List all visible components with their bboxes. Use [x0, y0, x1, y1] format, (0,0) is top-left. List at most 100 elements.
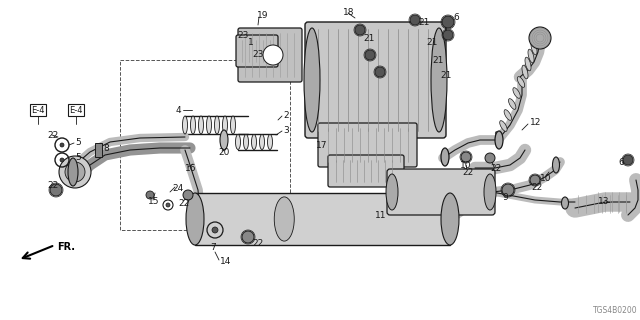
- FancyBboxPatch shape: [318, 123, 417, 167]
- Text: 11: 11: [375, 211, 387, 220]
- Text: 8: 8: [103, 143, 109, 153]
- Text: 22: 22: [531, 182, 542, 191]
- Text: 14: 14: [220, 258, 232, 267]
- Circle shape: [59, 156, 91, 188]
- Text: 21: 21: [440, 70, 451, 79]
- Ellipse shape: [268, 134, 273, 149]
- Circle shape: [50, 184, 62, 196]
- Circle shape: [461, 152, 471, 162]
- Text: 18: 18: [343, 7, 355, 17]
- Ellipse shape: [517, 77, 525, 87]
- Ellipse shape: [68, 158, 78, 186]
- Ellipse shape: [509, 99, 516, 109]
- Text: 7: 7: [210, 244, 216, 252]
- Ellipse shape: [191, 116, 195, 134]
- Ellipse shape: [431, 28, 447, 132]
- Text: 22: 22: [47, 180, 58, 189]
- Text: 6: 6: [618, 157, 624, 166]
- Text: 22: 22: [490, 164, 501, 172]
- Circle shape: [60, 158, 64, 162]
- Text: 5: 5: [75, 153, 81, 162]
- Ellipse shape: [186, 193, 204, 245]
- Text: 4: 4: [176, 106, 182, 115]
- Ellipse shape: [441, 193, 459, 245]
- FancyBboxPatch shape: [236, 35, 278, 67]
- Circle shape: [485, 153, 495, 163]
- Ellipse shape: [561, 197, 568, 209]
- Ellipse shape: [552, 157, 559, 173]
- Text: 6: 6: [453, 12, 459, 21]
- Text: 21: 21: [432, 55, 444, 65]
- FancyBboxPatch shape: [387, 169, 495, 215]
- Text: 24: 24: [172, 183, 183, 193]
- Text: 9: 9: [502, 193, 508, 202]
- Text: 19: 19: [257, 11, 269, 20]
- Text: 23: 23: [252, 50, 264, 59]
- FancyBboxPatch shape: [238, 28, 302, 82]
- Text: 15: 15: [148, 197, 159, 206]
- Circle shape: [442, 16, 454, 28]
- Circle shape: [375, 67, 385, 77]
- Text: 10: 10: [540, 173, 552, 182]
- Ellipse shape: [304, 28, 320, 132]
- Ellipse shape: [531, 41, 537, 55]
- Circle shape: [502, 184, 514, 196]
- Ellipse shape: [495, 131, 503, 149]
- Text: FR.: FR.: [57, 242, 75, 252]
- Text: 10: 10: [460, 161, 472, 170]
- Circle shape: [166, 203, 170, 207]
- Text: 3: 3: [283, 125, 289, 134]
- Ellipse shape: [214, 116, 220, 134]
- Circle shape: [146, 191, 154, 199]
- FancyBboxPatch shape: [305, 22, 446, 138]
- Ellipse shape: [243, 134, 248, 149]
- Text: 22: 22: [252, 239, 263, 249]
- Ellipse shape: [230, 116, 236, 134]
- Circle shape: [365, 50, 375, 60]
- Bar: [195, 193, 450, 245]
- Ellipse shape: [529, 27, 551, 49]
- Ellipse shape: [223, 116, 227, 134]
- Bar: [95, 143, 102, 157]
- Ellipse shape: [504, 110, 511, 120]
- Text: 20: 20: [218, 148, 229, 156]
- Circle shape: [60, 143, 64, 147]
- Text: 2: 2: [283, 110, 289, 119]
- Ellipse shape: [528, 49, 534, 63]
- Ellipse shape: [236, 134, 241, 149]
- Circle shape: [263, 45, 283, 65]
- Ellipse shape: [495, 132, 502, 142]
- Text: 1: 1: [248, 37, 253, 46]
- Ellipse shape: [259, 134, 264, 149]
- Circle shape: [183, 190, 193, 200]
- Ellipse shape: [386, 174, 398, 210]
- Ellipse shape: [275, 197, 294, 241]
- Text: TGS4B0200: TGS4B0200: [593, 306, 638, 315]
- Text: 12: 12: [530, 117, 541, 126]
- Circle shape: [623, 155, 633, 165]
- Text: 22: 22: [462, 167, 473, 177]
- Text: 23: 23: [237, 30, 248, 39]
- Text: 22: 22: [47, 131, 58, 140]
- Ellipse shape: [522, 65, 528, 79]
- Text: 21: 21: [363, 34, 374, 43]
- Ellipse shape: [513, 88, 520, 98]
- Ellipse shape: [252, 134, 257, 149]
- Ellipse shape: [500, 121, 507, 131]
- Text: 21: 21: [418, 18, 429, 27]
- Text: 13: 13: [598, 197, 609, 206]
- Circle shape: [65, 162, 85, 182]
- Circle shape: [410, 15, 420, 25]
- Circle shape: [355, 25, 365, 35]
- Circle shape: [443, 30, 453, 40]
- Ellipse shape: [220, 130, 228, 150]
- Circle shape: [530, 175, 540, 185]
- Ellipse shape: [525, 57, 531, 71]
- Circle shape: [242, 231, 254, 243]
- Ellipse shape: [207, 116, 211, 134]
- Circle shape: [212, 227, 218, 233]
- Text: 16: 16: [185, 164, 196, 172]
- Text: 21: 21: [426, 37, 437, 46]
- Text: E-4: E-4: [31, 106, 45, 115]
- Ellipse shape: [198, 116, 204, 134]
